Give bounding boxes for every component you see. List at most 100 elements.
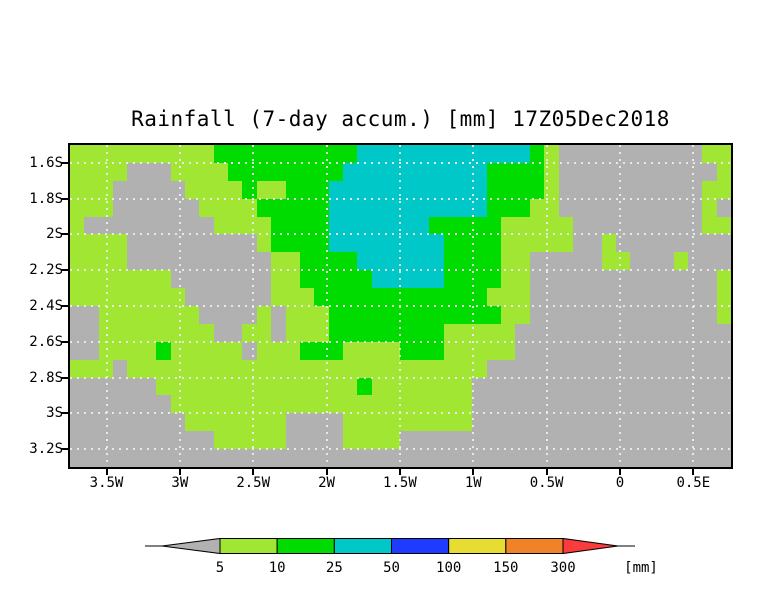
map-cell: [156, 323, 171, 342]
map-cell: [299, 180, 315, 199]
map-cell: [414, 341, 430, 360]
map-cell: [501, 216, 516, 235]
map-cell: [371, 288, 387, 306]
map-cell: [141, 377, 157, 396]
map-cell: [314, 449, 329, 467]
map-cell: [256, 341, 272, 360]
map-cell: [515, 288, 530, 306]
map-cell: [400, 162, 415, 181]
map-cell: [400, 216, 415, 235]
map-cell: [630, 306, 645, 324]
map-cell: [429, 395, 444, 414]
map-cell: [702, 431, 717, 450]
map-cell: [314, 234, 329, 253]
map-cell: [170, 449, 185, 467]
map-cell: [256, 449, 272, 467]
map-cell: [271, 216, 286, 235]
map-cell: [400, 198, 415, 217]
map-cell: [84, 145, 99, 163]
map-cell: [529, 306, 545, 324]
map-cell: [371, 449, 387, 467]
map-cell: [371, 270, 387, 289]
map-cell: [199, 449, 214, 467]
map-cell: [371, 145, 387, 163]
map-cell: [501, 449, 516, 467]
x-tick-label: 0: [615, 475, 625, 491]
map-cell: [70, 198, 85, 217]
map-cell: [127, 395, 142, 414]
map-cell: [429, 288, 444, 306]
map-cell: [673, 162, 688, 181]
map-cell: [587, 252, 602, 271]
map-cell: [70, 234, 85, 253]
map-cell: [184, 323, 200, 342]
map-cell: [213, 162, 229, 181]
map-cell: [443, 449, 458, 467]
map-cell: [113, 359, 128, 378]
map-cell: [170, 341, 185, 360]
map-cell: [443, 395, 458, 414]
map-cell: [271, 413, 286, 432]
map-cell: [328, 341, 344, 360]
map-cell: [199, 413, 214, 432]
map-plot-area: [68, 143, 733, 469]
map-cell: [314, 145, 329, 163]
map-cell: [213, 180, 229, 199]
map-cell: [127, 145, 142, 163]
map-cell: [141, 341, 157, 360]
map-cell: [414, 234, 430, 253]
map-cell: [357, 413, 372, 432]
map-cell: [127, 252, 142, 271]
map-cell: [515, 306, 530, 324]
map-cell: [472, 216, 487, 235]
map-cell: [84, 341, 99, 360]
map-cell: [343, 449, 358, 467]
map-cell: [242, 162, 257, 181]
map-cell: [572, 270, 588, 289]
map-cell: [228, 145, 243, 163]
map-cell: [184, 252, 200, 271]
map-cell: [544, 395, 559, 414]
map-cell: [687, 145, 703, 163]
map-cell: [271, 431, 286, 450]
map-cell: [529, 270, 545, 289]
map-cell: [529, 145, 545, 163]
map-cell: [357, 180, 372, 199]
gridline-horizontal: [70, 448, 731, 451]
map-cell: [141, 449, 157, 467]
map-cell: [544, 145, 559, 163]
map-cell: [242, 216, 257, 235]
map-cell: [716, 288, 731, 306]
map-cell: [716, 216, 731, 235]
map-cell: [256, 234, 272, 253]
map-cell: [184, 359, 200, 378]
map-cell: [371, 180, 387, 199]
map-cell: [429, 162, 444, 181]
map-cell: [486, 234, 502, 253]
map-cell: [271, 252, 286, 271]
map-cell: [486, 341, 502, 360]
map-cell: [587, 306, 602, 324]
map-cell: [113, 306, 128, 324]
map-cell: [371, 395, 387, 414]
map-cell: [572, 252, 588, 271]
map-cell: [687, 323, 703, 342]
map-cell: [228, 395, 243, 414]
y-tick-mark: [61, 448, 68, 451]
map-cell: [328, 377, 344, 396]
y-tick-mark: [61, 269, 68, 272]
map-cell: [486, 413, 502, 432]
map-cell: [70, 395, 85, 414]
map-cell: [544, 234, 559, 253]
colorbar-threshold-label: 100: [436, 560, 461, 576]
map-cell: [644, 306, 660, 324]
map-cell: [414, 377, 430, 396]
map-cell: [659, 145, 674, 163]
map-cell: [256, 431, 272, 450]
y-tick-label: 2.2S: [29, 262, 63, 279]
map-cell: [156, 180, 171, 199]
map-cell: [486, 323, 502, 342]
gridline-horizontal: [70, 233, 731, 236]
map-cell: [702, 198, 717, 217]
map-cell: [601, 180, 617, 199]
